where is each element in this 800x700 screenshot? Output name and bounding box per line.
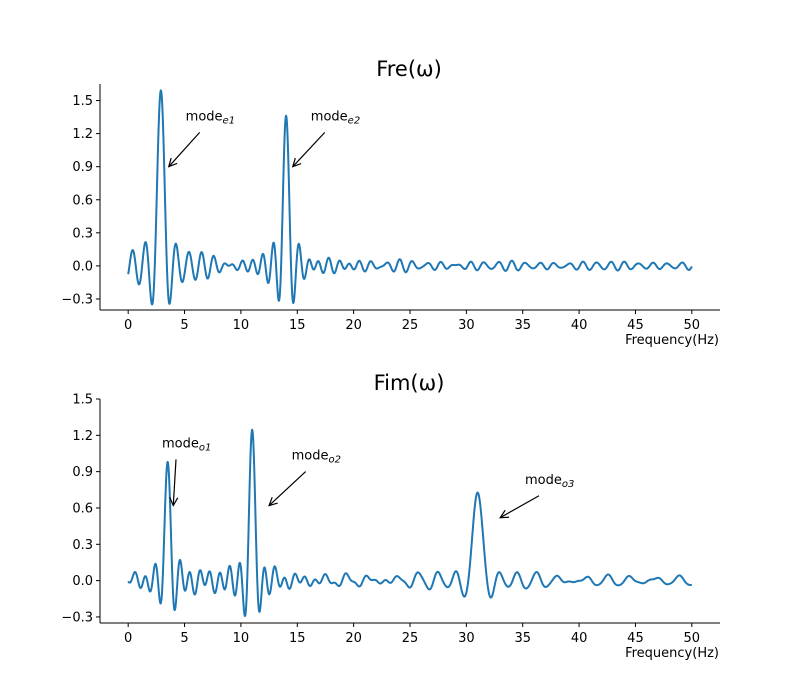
annotation-label: modeo2 <box>292 449 341 466</box>
y-tick-label: 0.3 <box>72 226 93 241</box>
y-tick-label: −0.3 <box>61 610 93 625</box>
x-tick-label: 50 <box>684 631 701 646</box>
chart-title: Fim(ω) <box>374 371 445 395</box>
x-tick-label: 0 <box>124 318 132 333</box>
annotation-arrow <box>168 131 201 168</box>
x-tick-label: 15 <box>289 318 306 333</box>
y-tick-label: 1.5 <box>72 393 93 408</box>
x-tick-label: 25 <box>402 631 419 646</box>
annotation-label: modee1 <box>186 109 235 126</box>
annotation-arrowhead <box>291 157 302 168</box>
x-tick-label: 35 <box>514 631 531 646</box>
series-line <box>127 428 693 617</box>
x-tick-label: 20 <box>345 318 362 333</box>
x-tick-label: 5 <box>180 318 188 333</box>
x-tick-label: 40 <box>571 318 588 333</box>
y-tick-label: 0.3 <box>72 538 93 553</box>
y-tick-label: 0.0 <box>72 259 93 274</box>
x-tick-label: 10 <box>233 318 250 333</box>
y-tick-label: 0.6 <box>72 501 93 516</box>
annotation-arrow <box>499 495 540 519</box>
x-tick-label: 20 <box>345 631 362 646</box>
chart-fre: Fre(ω) Frequency(Hz) 0 5 10 15 20 25 30 35 40 45 5… <box>61 57 720 348</box>
annotation-label: modeo3 <box>525 473 574 490</box>
chart-title: Fre(ω) <box>376 57 442 81</box>
x-tick-label: 50 <box>684 318 701 333</box>
y-tick-label: −0.3 <box>61 292 93 307</box>
x-axis-label: Frequency(Hz) <box>625 646 719 661</box>
annotation-arrowhead <box>268 496 278 507</box>
annotation-label: modee2 <box>311 109 360 126</box>
y-tick-label: 0.9 <box>72 160 93 175</box>
x-tick-label: 30 <box>458 318 475 333</box>
x-tick-label: 30 <box>458 631 475 646</box>
y-tick-label: 0.6 <box>72 193 93 208</box>
x-tick-label: 0 <box>124 631 132 646</box>
x-tick-label: 10 <box>233 631 250 646</box>
x-tick-label: 35 <box>514 318 531 333</box>
x-tick-label: 25 <box>402 318 419 333</box>
x-tick-label: 45 <box>627 318 644 333</box>
x-tick-label: 40 <box>571 631 588 646</box>
annotation-arrowhead <box>167 157 178 168</box>
y-tick-label: 1.2 <box>72 429 93 444</box>
y-tick-label: 0.9 <box>72 465 93 480</box>
chart-fim: Fim(ω) Frequency(Hz) 0 5 10 15 20 25 30 35 40 45 5… <box>61 371 720 661</box>
y-tick-label: 1.2 <box>72 127 93 142</box>
x-tick-label: 45 <box>627 631 644 646</box>
annotation-label: modeo1 <box>162 436 211 453</box>
annotation-arrowhead <box>499 509 510 519</box>
annotation-arrow <box>292 131 326 168</box>
y-tick-label: 1.5 <box>72 94 93 109</box>
x-tick-label: 15 <box>289 631 306 646</box>
x-axis-label: Frequency(Hz) <box>625 333 719 348</box>
x-tick-label: 5 <box>180 631 188 646</box>
series-line <box>127 89 693 306</box>
y-tick-label: 0.0 <box>72 574 93 589</box>
annotation-arrowhead <box>169 497 179 507</box>
annotation-arrow <box>268 471 307 506</box>
annotation-arrow <box>172 459 177 506</box>
